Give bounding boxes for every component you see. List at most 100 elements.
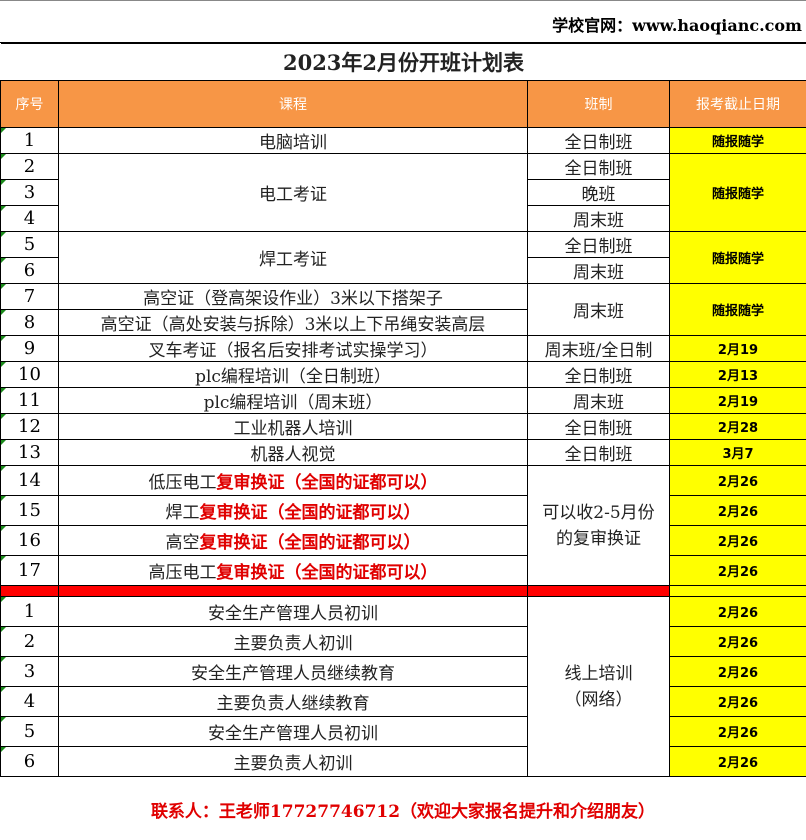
row-class: 可以收2-5月份的复审换证 — [528, 466, 670, 586]
row-no: 11 — [1, 388, 59, 414]
row-class: 周末班/全日制 — [528, 336, 670, 362]
row-no: 2 — [1, 154, 59, 180]
row-course: 安全生产管理人员初训 — [59, 717, 528, 747]
row-class: 全日制班 — [528, 440, 670, 466]
course-name: 高空 — [166, 533, 200, 553]
contact-info: 联系人：王老师17727746712（欢迎大家报名提升和介绍朋友） — [0, 777, 806, 840]
row-date: 3月7 — [670, 440, 806, 466]
row-no: 1 — [1, 128, 59, 154]
row-course: 机器人视觉 — [59, 440, 528, 466]
row-no: 5 — [1, 717, 59, 747]
header-course: 课程 — [59, 81, 528, 128]
row-course: 主要负责人初训 — [59, 747, 528, 777]
course-name: 低压电工 — [149, 473, 217, 493]
row-course: 电工考证 — [59, 154, 528, 232]
row-course: plc编程培训（周末班） — [59, 388, 528, 414]
row-course: 安全生产管理人员初训 — [59, 597, 528, 627]
row-class: 全日制班 — [528, 128, 670, 154]
row-class: 全日制班 — [528, 232, 670, 258]
row-date: 随报随学 — [670, 154, 806, 232]
row-no: 6 — [1, 258, 59, 284]
row-course: 焊工复审换证（全国的证都可以） — [59, 496, 528, 526]
row-course: 主要负责人继续教育 — [59, 687, 528, 717]
website-label: 学校官网：www.haoqianc.com — [0, 0, 806, 43]
row-no: 3 — [1, 180, 59, 206]
row-course: 安全生产管理人员继续教育 — [59, 657, 528, 687]
row-no: 15 — [1, 496, 59, 526]
row-no: 9 — [1, 336, 59, 362]
row-course: 电脑培训 — [59, 128, 528, 154]
row-no: 3 — [1, 657, 59, 687]
row-no: 4 — [1, 687, 59, 717]
header-deadline: 报考截止日期 — [670, 81, 806, 128]
row-course: 焊工考证 — [59, 232, 528, 284]
header-class: 班制 — [528, 81, 670, 128]
row-date: 2月26 — [670, 526, 806, 556]
row-date: 2月26 — [670, 466, 806, 496]
row-class: 全日制班 — [528, 154, 670, 180]
row-date: 2月26 — [670, 747, 806, 777]
row-no: 2 — [1, 627, 59, 657]
row-no: 17 — [1, 556, 59, 586]
row-course: plc编程培训（全日制班） — [59, 362, 528, 388]
course-highlight: 复审换证（全国的证都可以） — [200, 503, 421, 523]
row-no: 14 — [1, 466, 59, 496]
row-course: 高空证（高处安装与拆除）3米以上下吊绳安装高层 — [59, 310, 528, 336]
row-course: 叉车考证（报名后安排考试实操学习） — [59, 336, 528, 362]
row-no: 8 — [1, 310, 59, 336]
row-course: 工业机器人培训 — [59, 414, 528, 440]
row-course: 高压电工复审换证（全国的证都可以） — [59, 556, 528, 586]
row-date: 随报随学 — [670, 128, 806, 154]
row-course: 高空复审换证（全国的证都可以） — [59, 526, 528, 556]
row-class: 全日制班 — [528, 414, 670, 440]
row-class: 周末班 — [528, 206, 670, 232]
row-date: 2月26 — [670, 717, 806, 747]
separator-row — [1, 586, 806, 597]
row-date: 随报随学 — [670, 284, 806, 336]
row-date: 2月26 — [670, 496, 806, 526]
course-highlight: 复审换证（全国的证都可以） — [217, 563, 438, 583]
row-course: 低压电工复审换证（全国的证都可以） — [59, 466, 528, 496]
row-course: 主要负责人初训 — [59, 627, 528, 657]
row-class: 周末班 — [528, 284, 670, 336]
row-class: 晚班 — [528, 180, 670, 206]
row-no: 1 — [1, 597, 59, 627]
row-class: 全日制班 — [528, 362, 670, 388]
header-no: 序号 — [1, 81, 59, 128]
course-highlight: 复审换证（全国的证都可以） — [200, 533, 421, 553]
row-no: 13 — [1, 440, 59, 466]
row-no: 16 — [1, 526, 59, 556]
page-title: 2023年2月份开班计划表 — [1, 44, 806, 81]
row-no: 10 — [1, 362, 59, 388]
row-class: 周末班 — [528, 258, 670, 284]
row-date: 2月19 — [670, 388, 806, 414]
course-name: 高压电工 — [149, 563, 217, 583]
row-date: 随报随学 — [670, 232, 806, 284]
row-no: 12 — [1, 414, 59, 440]
row-course: 高空证（登高架设作业）3米以下搭架子 — [59, 284, 528, 310]
course-name: 焊工 — [166, 503, 200, 523]
row-date: 2月26 — [670, 627, 806, 657]
row-no: 4 — [1, 206, 59, 232]
course-highlight: 复审换证（全国的证都可以） — [217, 473, 438, 493]
row-date: 2月26 — [670, 657, 806, 687]
row-class: 线上培训（网络） — [528, 597, 670, 777]
row-date: 2月28 — [670, 414, 806, 440]
row-date: 2月26 — [670, 687, 806, 717]
